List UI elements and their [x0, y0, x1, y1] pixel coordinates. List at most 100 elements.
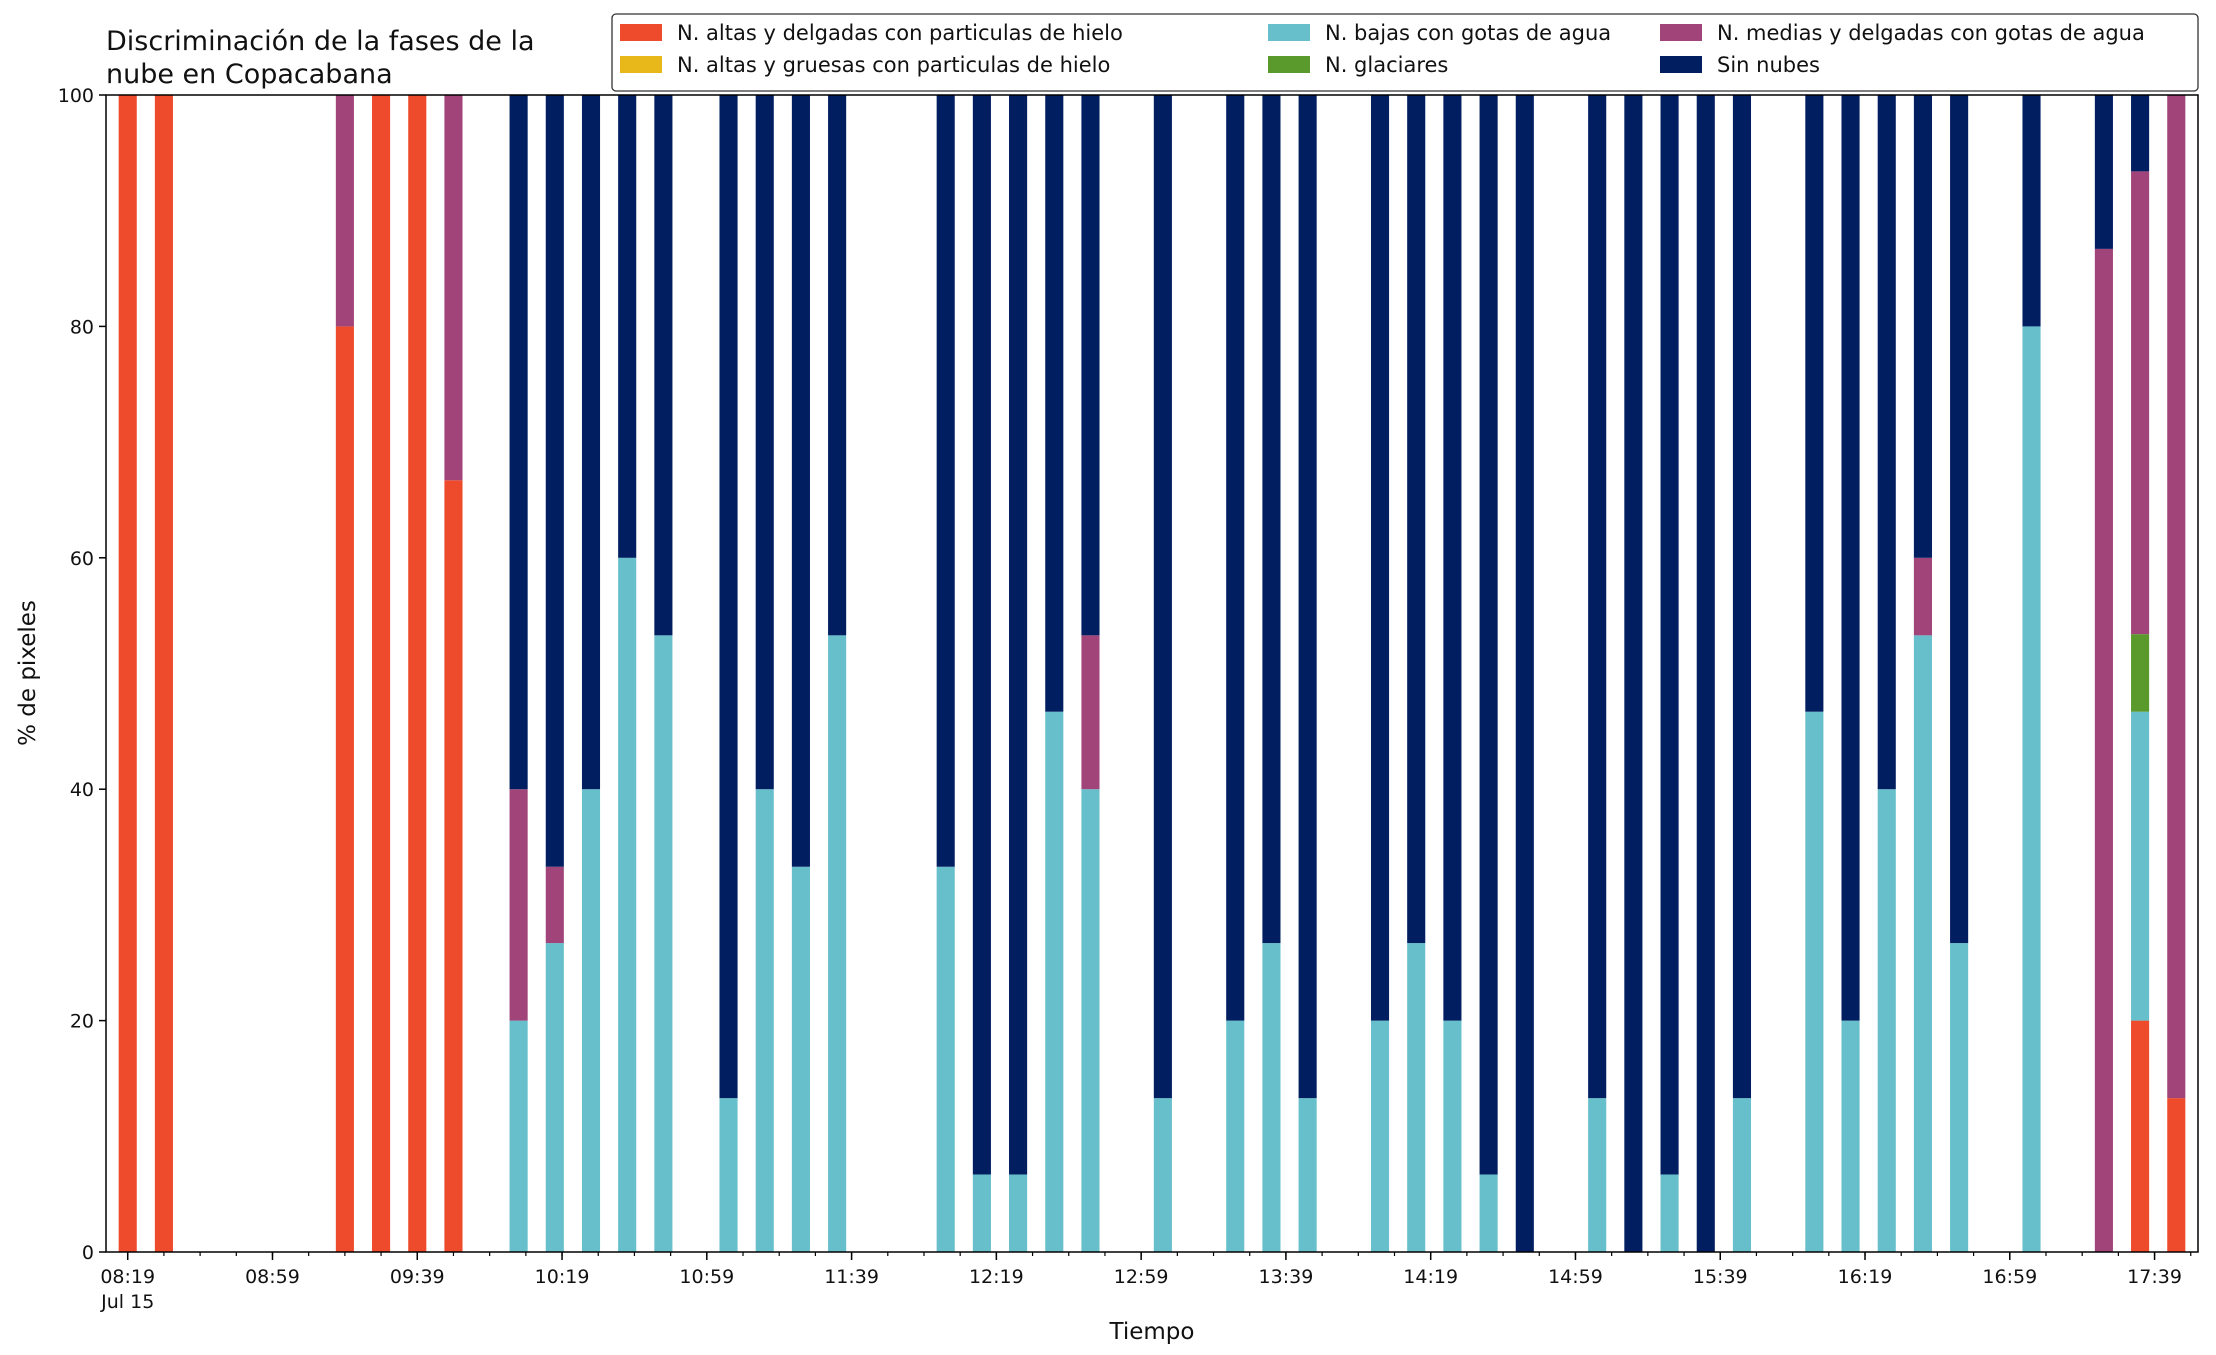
legend-entry: N. altas y delgadas con particulas de hi…	[620, 21, 1123, 45]
bar-stack	[509, 95, 528, 1252]
x-tick-label: 17:39	[2127, 1266, 2182, 1288]
bar-stack	[118, 95, 137, 1252]
bar-stack	[408, 95, 427, 1252]
bar-segment	[1262, 943, 1281, 1252]
x-tick-label: 10:19	[535, 1266, 590, 1288]
bar-stack	[1009, 95, 1028, 1252]
x-tick-label: 13:39	[1259, 1266, 1314, 1288]
bar-segment	[1009, 95, 1028, 1175]
bar-stack	[1262, 95, 1281, 1252]
bar-segment	[1660, 95, 1679, 1175]
bar-stack	[654, 95, 673, 1252]
bar-segment	[755, 789, 774, 1252]
bar-segment	[1877, 789, 1896, 1252]
bar-segment	[444, 95, 463, 481]
bar-segment	[372, 95, 391, 1252]
bar-segment	[1407, 943, 1426, 1252]
bar-segment	[1696, 95, 1715, 1252]
legend-label: N. glaciares	[1325, 53, 1448, 77]
bar-segment	[1370, 95, 1390, 1021]
y-tick-label: 0	[82, 1242, 94, 1264]
bar-stack	[2167, 95, 2186, 1252]
bar-segment	[828, 635, 847, 1252]
bar-segment	[1081, 635, 1100, 790]
bar-stack	[1950, 95, 1969, 1252]
bar-segment	[719, 1098, 738, 1252]
x-tick-label: 10:59	[679, 1266, 734, 1288]
bar-stack	[1045, 95, 1064, 1252]
bar-segment	[1877, 95, 1896, 790]
y-axis: 0 20 40 60 80 100	[58, 85, 106, 1264]
bar-segment	[2131, 1020, 2150, 1252]
x-axis-label: Tiempo	[1109, 1319, 1195, 1345]
x-tick-label: 14:59	[1548, 1266, 1603, 1288]
bar-segment	[2094, 248, 2113, 1252]
legend-entry: N. medias y delgadas con gotas de agua	[1660, 21, 2145, 45]
x-axis: 08:19 Jul 15 08:59 09:39 10:19 10:59 11:39 12:1…	[100, 1252, 2192, 1313]
bar-stack	[791, 95, 810, 1252]
bar-stack	[1660, 95, 1679, 1252]
bar-stack	[972, 95, 991, 1252]
bar-segment	[1081, 95, 1100, 636]
x-tick-label: 12:19	[969, 1266, 1024, 1288]
bar-segment	[1479, 95, 1498, 1175]
legend-entry: N. glaciares	[1268, 53, 1448, 77]
bar-stack	[1443, 95, 1462, 1252]
bar-segment	[1732, 95, 1752, 1099]
bar-stack	[1515, 95, 1534, 1252]
bar-stack	[2022, 95, 2041, 1252]
bar-stack	[154, 95, 173, 1252]
bar-stack	[719, 95, 738, 1252]
bar-segment	[2131, 634, 2150, 712]
y-tick-label: 80	[70, 316, 94, 338]
bar-segment	[581, 789, 601, 1252]
legend-label: Sin nubes	[1717, 53, 1820, 77]
bar-segment	[444, 480, 463, 1252]
bar-segment	[1913, 557, 1932, 636]
bar-segment	[154, 95, 173, 1252]
bar-segment	[1950, 943, 1969, 1252]
bar-segment	[936, 866, 955, 1252]
bar-segment	[2022, 326, 2041, 1252]
bar-stack	[1153, 95, 1172, 1252]
bar-segment	[1443, 95, 1462, 1021]
bar-segment	[335, 326, 354, 1252]
bar-segment	[1045, 95, 1064, 712]
legend-label: N. altas y gruesas con particulas de hie…	[677, 53, 1110, 77]
bar-stack	[581, 95, 601, 1252]
legend: N. altas y delgadas con particulas de hi…	[611, 13, 2199, 92]
x-tick-sublabel: Jul 15	[100, 1291, 154, 1313]
bar-segment	[1443, 1020, 1462, 1252]
x-tick-label: 16:19	[1838, 1266, 1893, 1288]
legend-label: N. altas y delgadas con particulas de hi…	[677, 21, 1123, 45]
x-tick-label: 16:59	[1982, 1266, 2037, 1288]
bar-stack	[1877, 95, 1896, 1252]
bar-stack	[1624, 95, 1643, 1252]
bar-segment	[1624, 95, 1643, 1252]
y-tick-label: 100	[58, 85, 94, 107]
bar-segment	[1913, 95, 1932, 558]
bar-stack	[444, 95, 463, 1252]
legend-label: N. bajas con gotas de agua	[1325, 21, 1611, 45]
bar-segment	[509, 1020, 528, 1252]
bar-segment	[618, 557, 637, 1252]
bar-stack	[1407, 95, 1426, 1252]
bar-stack	[1588, 95, 1607, 1252]
bar-segment	[972, 95, 991, 1175]
bar-stack	[335, 95, 354, 1252]
x-tick-label: 15:39	[1693, 1266, 1748, 1288]
legend-swatch	[1660, 56, 1702, 73]
bar-segment	[2131, 95, 2150, 172]
x-tick-label: 09:39	[390, 1266, 445, 1288]
bar-segment	[1660, 1174, 1679, 1252]
bar-stack	[755, 95, 774, 1252]
bar-segment	[1732, 1098, 1752, 1252]
legend-swatch	[620, 24, 662, 41]
bar-segment	[2131, 711, 2150, 1021]
bar-segment	[1805, 711, 1824, 1252]
chart-title-line-2: nube en Copacabana	[106, 59, 393, 90]
bar-stack	[1226, 95, 1245, 1252]
bar-segment	[581, 95, 601, 790]
bar-stack	[2094, 95, 2113, 1252]
bar-segment	[791, 866, 810, 1252]
